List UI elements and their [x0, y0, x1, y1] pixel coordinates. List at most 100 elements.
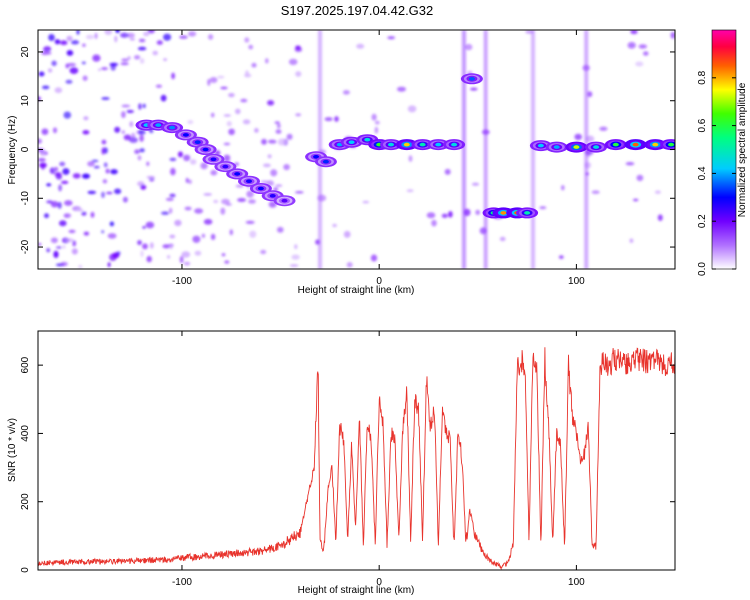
noise-blob — [137, 155, 142, 161]
ridge-point — [269, 194, 276, 198]
noise-streak — [318, 30, 323, 269]
noise-blob — [59, 220, 67, 227]
noise-blob — [643, 51, 649, 56]
noise-blob — [174, 219, 182, 227]
noise-blob — [397, 86, 406, 92]
noise-blob — [138, 38, 146, 43]
noise-blob — [38, 138, 43, 144]
noise-blob — [101, 147, 105, 155]
noise-blob — [60, 40, 68, 45]
noise-blob — [59, 161, 66, 167]
noise-blob — [62, 245, 66, 249]
snr-x-label: Height of straight line (km) — [298, 585, 415, 596]
noise-blob — [270, 169, 278, 177]
ridge-point — [234, 172, 241, 176]
ridge-point — [257, 186, 264, 191]
noise-blob — [237, 198, 247, 202]
noise-blob — [444, 168, 451, 175]
noise-blob — [134, 149, 140, 154]
noise-blob — [129, 121, 134, 128]
noise-blob — [406, 189, 414, 193]
spectrogram-x-label: Height of straight line (km) — [298, 285, 415, 296]
noise-blob — [499, 236, 506, 242]
noise-blob — [217, 75, 225, 79]
noise-blob — [101, 97, 110, 100]
y-tick-label: 20 — [20, 46, 31, 58]
noise-blob — [670, 31, 675, 39]
noise-blob — [203, 218, 213, 225]
noise-blob — [274, 121, 280, 124]
noise-blob — [47, 68, 53, 73]
noise-blob — [92, 54, 101, 62]
noise-blob — [275, 129, 282, 134]
ridge-point — [632, 142, 639, 147]
ridge-point — [419, 142, 426, 147]
noise-blob — [155, 84, 162, 88]
noise-blob — [54, 39, 61, 45]
noise-blob — [54, 171, 62, 178]
y-tick-label: 0 — [20, 567, 31, 573]
colorbar-tick-label: 0.0 — [697, 262, 708, 276]
noise-blob — [235, 108, 241, 115]
noise-blob — [226, 121, 232, 127]
noise-blob — [221, 253, 226, 257]
colorbar-tick-label: 0.8 — [697, 70, 708, 84]
noise-blob — [44, 213, 49, 219]
noise-blob — [283, 164, 290, 171]
noise-blob — [103, 162, 108, 168]
noise-blob — [267, 100, 275, 106]
noise-blob — [152, 50, 158, 56]
noise-blob — [66, 50, 74, 56]
noise-blob — [68, 229, 76, 234]
noise-blob — [122, 196, 128, 203]
noise-blob — [149, 242, 154, 249]
noise-blob — [260, 249, 267, 255]
noise-blob — [324, 117, 333, 121]
colorbar-ticks: 0.0 0.2 0.4 0.6 0.8 — [697, 70, 736, 276]
noise-blob — [123, 134, 132, 141]
noise-blob — [78, 264, 83, 269]
noise-blob — [72, 173, 81, 179]
spectrogram-y-ticks: -20 -10 0 10 20 — [20, 46, 675, 254]
ridge-point — [364, 137, 371, 142]
noise-blob — [64, 200, 73, 206]
noise-blob — [93, 165, 100, 169]
noise-blob — [160, 94, 167, 102]
noise-blob — [192, 235, 201, 243]
noise-blob — [465, 43, 473, 51]
noise-blob — [431, 219, 437, 227]
noise-blob — [332, 223, 337, 228]
noise-blob — [115, 30, 120, 34]
noise-blob — [248, 44, 254, 50]
noise-blob — [46, 51, 52, 55]
noise-blob — [169, 157, 177, 162]
noise-blob — [110, 169, 118, 175]
noise-blob — [165, 197, 174, 201]
noise-blob — [208, 34, 214, 40]
noise-blob — [38, 158, 46, 162]
noise-blob — [223, 114, 231, 117]
noise-blob — [121, 111, 126, 119]
noise-blob — [65, 79, 73, 84]
noise-blob — [43, 46, 52, 52]
noise-blob — [87, 190, 97, 195]
noise-blob — [221, 198, 230, 205]
noise-blob — [362, 200, 370, 204]
noise-blob — [50, 237, 58, 244]
ridge-point — [524, 211, 531, 215]
noise-blob — [188, 31, 197, 37]
noise-blob — [168, 207, 173, 214]
ridge-point — [182, 133, 189, 137]
noise-blob — [72, 240, 76, 247]
noise-blob — [54, 87, 63, 94]
noise-blob — [60, 261, 68, 267]
noise-blob — [184, 206, 192, 211]
noise-blob — [260, 180, 270, 184]
noise-blob — [98, 68, 101, 71]
noise-blob — [273, 187, 279, 192]
noise-blob — [139, 134, 144, 142]
noise-blob — [163, 33, 172, 41]
y-tick-label: 10 — [20, 95, 31, 107]
noise-blob — [220, 207, 226, 215]
